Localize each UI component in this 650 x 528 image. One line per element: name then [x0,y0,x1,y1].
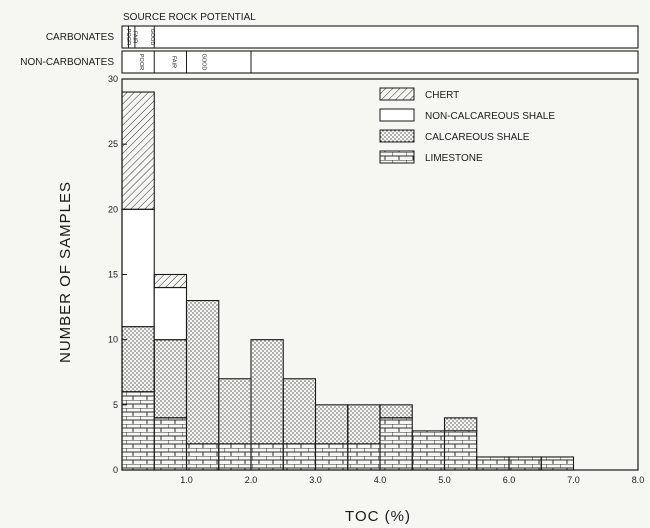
bar-calcareous-shale-bin-8 [379,404,413,419]
bar-limestone-bin-5 [282,443,317,471]
x-tick-label: 4.0 [374,475,387,485]
x-tick-label: 8.0 [632,475,645,485]
y-axis-title: NUMBER OF SAMPLES [57,181,74,363]
bar-limestone-bin-0 [121,391,155,471]
y-tick-label: 30 [108,74,118,84]
srp-row-box-non-carbonates [121,50,639,74]
bar-calcareous-shale-bin-7 [347,404,381,445]
source-rock-potential-band: SOURCE ROCK POTENTIAL CARBONATES POOR FAIR… [20,12,639,74]
bar-limestone-bin-12 [508,456,542,471]
bar-limestone-bin-8 [379,417,413,471]
x-axis-title: TOC (%) [345,508,411,525]
bar-limestone-bin-2 [185,443,220,471]
bar-calcareous-shale-bin-0 [121,326,155,393]
srp-class-poor: POOR [125,29,131,45]
histogram-bars [121,91,575,471]
bar-calcareous-shale-bin-3 [218,378,252,445]
bar-calcareous-shale-bin-4 [250,339,284,445]
x-tick-label: 2.0 [245,475,258,485]
bar-non-calcareous-shale-bin-0 [121,208,155,328]
srp-row-label-non-carbonates: NON-CARBONATES [20,57,114,68]
x-tick-label: 6.0 [503,475,516,485]
legend-label-calcareous-shale: CALCAREOUS SHALE [425,132,530,143]
legend-label-chert: CHERT [425,90,459,101]
srp-class-fair: FAIR [170,56,176,68]
bar-limestone-bin-6 [314,443,349,471]
plot-area: 1.0 2.0 3.0 4.0 5.0 6.0 7.0 8.0 0 5 10 15 20 25 30 CH… [108,74,644,485]
srp-class-good: GOOD [149,29,155,46]
srp-row-label-carbonates: CARBONATES [46,32,114,43]
srp-row-box-carbonates [121,25,639,49]
y-tick-label: 15 [108,270,118,280]
x-tick-label: 1.0 [180,475,193,485]
bar-limestone-bin-7 [347,443,381,471]
srp-class-poor: POOR [138,54,144,70]
bar-limestone-bin-3 [218,443,252,471]
legend-swatch-calcareous-shale [379,129,415,143]
bar-limestone-bin-13 [540,456,575,471]
y-tick-label: 0 [113,465,118,475]
x-axis: 1.0 2.0 3.0 4.0 5.0 6.0 7.0 8.0 [180,465,644,485]
legend-label-non-calcareous-shale: NON-CALCAREOUS SHALE [425,111,555,122]
x-tick-label: 5.0 [438,475,451,485]
source-rock-potential-title: SOURCE ROCK POTENTIAL [123,12,256,23]
srp-class-fair: FAIR [132,31,138,43]
bar-chert-bin-0 [121,91,155,210]
legend-label-limestone: LIMESTONE [425,153,483,164]
bar-limestone-bin-9 [411,430,446,471]
bar-limestone-bin-11 [476,456,510,471]
legend: CHERT NON-CALCAREOUS SHALE CALCAREOUS SHAL… [379,87,555,164]
y-tick-label: 5 [113,400,118,410]
bar-calcareous-shale-bin-6 [314,404,349,445]
bar-calcareous-shale-bin-5 [282,378,317,445]
x-tick-label: 3.0 [309,475,322,485]
srp-class-good: GOOD [201,54,207,71]
y-tick-label: 25 [108,139,118,149]
bar-limestone-bin-10 [443,430,478,471]
bar-limestone-bin-1 [153,417,188,471]
bar-chert-bin-1 [153,273,188,289]
bar-calcareous-shale-bin-1 [153,339,188,419]
y-tick-label: 10 [108,335,118,345]
bar-calcareous-shale-bin-2 [185,300,220,445]
y-axis: 0 5 10 15 20 25 30 [108,74,127,475]
bar-limestone-bin-4 [250,443,284,471]
y-tick-label: 20 [108,204,118,214]
bar-calcareous-shale-bin-10 [443,417,478,432]
legend-swatch-limestone [379,150,415,164]
bar-non-calcareous-shale-bin-1 [153,286,188,341]
legend-swatch-chert [379,87,415,101]
legend-swatch-non-calcareous-shale [379,108,415,122]
x-tick-label: 7.0 [567,475,580,485]
